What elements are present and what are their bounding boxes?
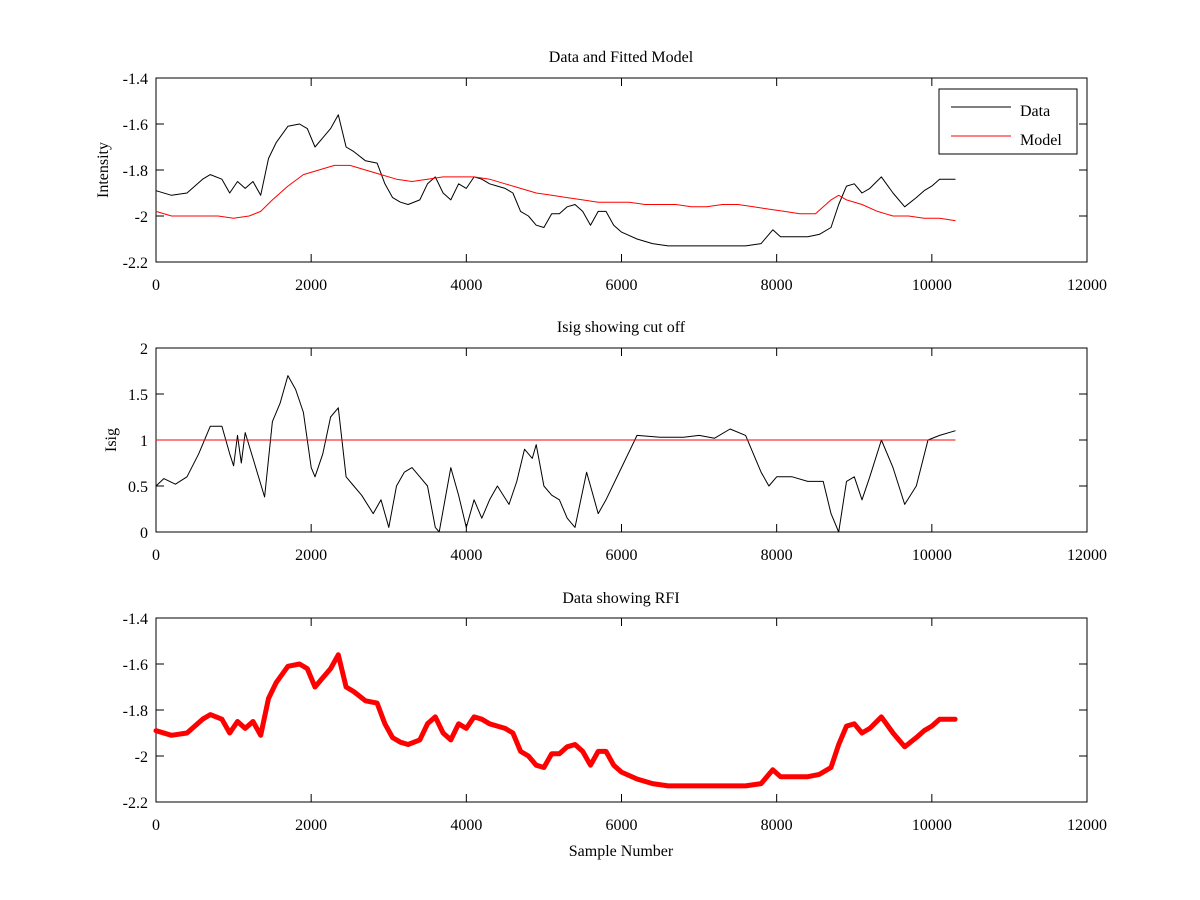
panel-2-ticks: 0 2000 4000 6000 8000 10000 12000 2 1.5 1 0.5 0 bbox=[128, 341, 1107, 564]
x-tick-label: 4000 bbox=[450, 817, 482, 834]
series-line-0 bbox=[155, 375, 956, 533]
y-tick-label: -2 bbox=[135, 749, 148, 766]
x-tick-label: 0 bbox=[152, 547, 160, 564]
x-tick-label: 6000 bbox=[606, 547, 638, 564]
y-tick-label: 0.5 bbox=[128, 479, 148, 496]
panel-2-title: Isig showing cut off bbox=[557, 319, 686, 336]
panel-1-ticks: 0 2000 4000 6000 8000 10000 12000 -1.4 -1.6 -1.8 -… bbox=[123, 71, 1107, 294]
x-tick-label: 12000 bbox=[1067, 817, 1107, 834]
x-tick-label: 12000 bbox=[1067, 547, 1107, 564]
x-tick-label: 2000 bbox=[295, 277, 327, 294]
x-tick-label: 6000 bbox=[606, 277, 638, 294]
panel-1-ylabel: Intensity bbox=[95, 142, 112, 198]
y-tick-label: -1.6 bbox=[123, 657, 148, 674]
panel-3-title: Data showing RFI bbox=[562, 590, 679, 607]
panel-1-title: Data and Fitted Model bbox=[549, 49, 694, 66]
x-tick-label: 10000 bbox=[912, 547, 952, 564]
x-tick-label: 2000 bbox=[295, 547, 327, 564]
legend-label-model: Model bbox=[1020, 132, 1062, 149]
y-tick-label: -1.4 bbox=[123, 611, 148, 628]
x-tick-label: 4000 bbox=[450, 547, 482, 564]
x-tick-label: 2000 bbox=[295, 817, 327, 834]
y-tick-label: -2 bbox=[135, 209, 148, 226]
x-tick-label: 10000 bbox=[912, 817, 952, 834]
y-tick-label: -1.8 bbox=[123, 703, 148, 720]
legend-label-data: Data bbox=[1020, 103, 1050, 120]
panel-2-series bbox=[155, 375, 956, 533]
series-line-0 bbox=[153, 652, 958, 789]
x-tick-label: 10000 bbox=[912, 277, 952, 294]
y-tick-label: 0 bbox=[140, 525, 148, 542]
x-tick-label: 6000 bbox=[606, 817, 638, 834]
y-tick-label: 2 bbox=[140, 341, 148, 358]
panel-3-series bbox=[153, 652, 958, 789]
series-line-1 bbox=[155, 164, 956, 222]
y-tick-label: 1.5 bbox=[128, 387, 148, 404]
x-tick-label: 8000 bbox=[761, 817, 793, 834]
y-tick-label: -1.8 bbox=[123, 163, 148, 180]
panel-3-xlabel: Sample Number bbox=[569, 843, 674, 860]
x-tick-label: 12000 bbox=[1067, 277, 1107, 294]
legend-box bbox=[938, 88, 1078, 155]
panel-2-ylabel: Isig bbox=[103, 428, 120, 452]
x-tick-label: 8000 bbox=[761, 547, 793, 564]
panel-1-legend: Data Model bbox=[938, 88, 1078, 155]
panel-data-showing-rfi: Data showing RFI Sample Number 0 2000 4000… bbox=[123, 590, 1107, 860]
y-tick-label: 1 bbox=[140, 433, 148, 450]
x-tick-label: 0 bbox=[152, 277, 160, 294]
series-line-0 bbox=[155, 114, 956, 247]
panel-3-ticks: 0 2000 4000 6000 8000 10000 12000 -1.4 -1.6 -1.8 -… bbox=[123, 611, 1107, 834]
y-tick-label: -2.2 bbox=[123, 795, 148, 812]
x-tick-label: 4000 bbox=[450, 277, 482, 294]
panel-data-and-fitted-model: Data and Fitted Model Intensity 0 2000 400… bbox=[95, 49, 1107, 294]
y-tick-label: -1.4 bbox=[123, 71, 148, 88]
panel-isig-showing-cut-off: Isig showing cut off Isig 0 2000 4000 6000 8… bbox=[103, 319, 1107, 564]
x-tick-label: 8000 bbox=[761, 277, 793, 294]
y-tick-label: -1.6 bbox=[123, 117, 148, 134]
panel-1-series bbox=[155, 114, 956, 247]
x-tick-label: 0 bbox=[152, 817, 160, 834]
y-tick-label: -2.2 bbox=[123, 255, 148, 272]
